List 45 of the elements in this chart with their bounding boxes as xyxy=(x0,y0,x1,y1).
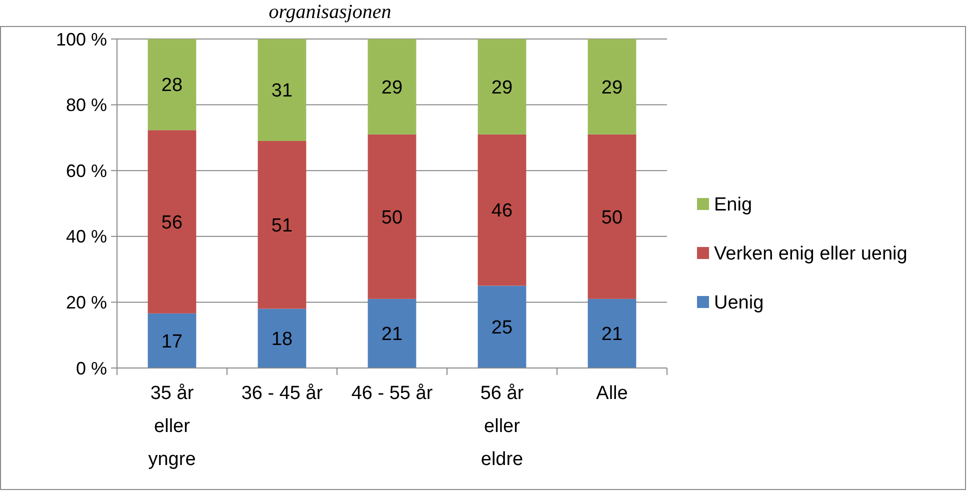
data-label: 50 xyxy=(601,207,623,228)
data-label: 21 xyxy=(601,324,623,346)
y-tick-label: 80 % xyxy=(66,95,107,116)
bar xyxy=(368,298,416,368)
data-label: 29 xyxy=(601,77,623,98)
bar xyxy=(148,130,196,314)
bar xyxy=(368,134,416,299)
bar xyxy=(148,39,196,130)
bar xyxy=(478,39,526,134)
data-label: 56 xyxy=(161,212,183,234)
x-tick-label: Alle xyxy=(596,383,628,404)
data-label: 51 xyxy=(271,216,293,237)
data-label: 31 xyxy=(271,80,293,102)
bar xyxy=(368,39,416,134)
y-tick-label: 0 % xyxy=(76,358,107,378)
y-tick-label: 100 % xyxy=(56,29,107,50)
bar xyxy=(588,39,636,134)
x-tick-label: 36 - 45 år xyxy=(241,383,324,404)
y-tick-label: 60 % xyxy=(66,160,107,181)
bar xyxy=(258,39,306,141)
bar xyxy=(478,134,526,286)
bar xyxy=(588,134,636,299)
data-label: 50 xyxy=(381,207,403,228)
bar xyxy=(148,313,196,368)
data-label: 17 xyxy=(161,331,183,352)
y-tick-label: 20 % xyxy=(66,292,107,312)
legend-label: Enig xyxy=(714,194,752,216)
legend-label: Verken enig eller uenig xyxy=(714,244,908,265)
data-label: 29 xyxy=(491,77,513,98)
data-label: 28 xyxy=(161,75,183,96)
x-tick-label: 46 - 55 år xyxy=(351,383,434,404)
bar xyxy=(478,286,526,368)
legend-label: Uenig xyxy=(714,292,764,314)
data-label: 25 xyxy=(491,318,513,339)
data-label: 29 xyxy=(381,77,403,98)
chart-title: organisasjonen xyxy=(268,1,392,23)
data-label: 18 xyxy=(271,329,293,350)
data-label: 46 xyxy=(491,200,513,222)
bar xyxy=(258,140,306,309)
bar xyxy=(258,308,306,368)
x-tick-label: 56 år eller eldre xyxy=(480,383,524,470)
data-label: 21 xyxy=(381,324,403,346)
bar xyxy=(588,298,636,368)
y-tick-label: 40 % xyxy=(66,226,107,247)
x-tick-label: 35 år eller yngre xyxy=(148,383,196,470)
